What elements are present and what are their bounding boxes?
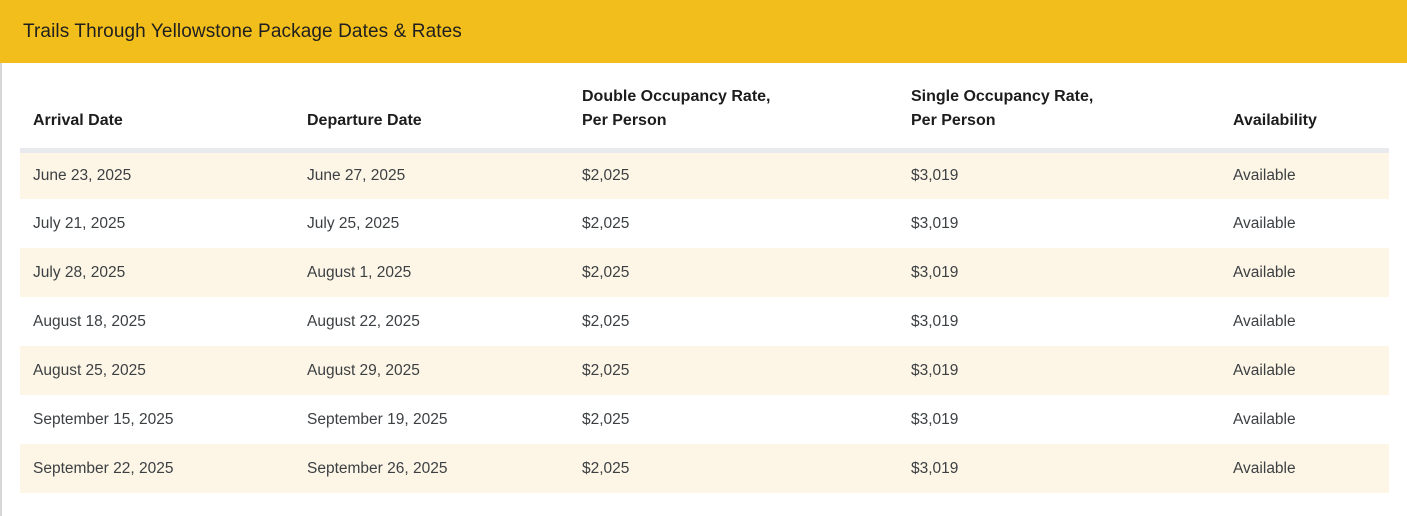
table-row: August 18, 2025 August 22, 2025 $2,025 $… — [20, 297, 1389, 346]
departure-date-cell: August 22, 2025 — [307, 312, 420, 330]
arrival-date-cell: July 28, 2025 — [33, 263, 126, 281]
availability-cell: Available — [1233, 361, 1296, 379]
availability-cell: Available — [1233, 459, 1296, 477]
table-row: July 21, 2025 July 25, 2025 $2,025 $3,01… — [20, 199, 1389, 248]
table-row: July 28, 2025 August 1, 2025 $2,025 $3,0… — [20, 248, 1389, 297]
double-rate-cell: $2,025 — [582, 312, 630, 330]
table-body: June 23, 2025 June 27, 2025 $2,025 $3,01… — [20, 150, 1389, 493]
double-rate-cell: $2,025 — [582, 459, 630, 477]
availability-cell: Available — [1233, 312, 1296, 330]
arrival-date-cell: August 25, 2025 — [33, 361, 146, 379]
availability-cell: Available — [1233, 263, 1296, 281]
departure-date-cell: August 29, 2025 — [307, 361, 420, 379]
rates-table: Arrival Date Departure Date Double Occup… — [20, 63, 1389, 493]
double-rate-cell: $2,025 — [582, 410, 630, 428]
availability-cell: Available — [1233, 410, 1296, 428]
arrival-date-cell: August 18, 2025 — [33, 312, 146, 330]
departure-date-cell: June 27, 2025 — [307, 166, 406, 184]
col-header-double-occupancy-rate: Double Occupancy Rate, Per Person — [569, 63, 898, 153]
single-rate-cell: $3,019 — [911, 410, 959, 428]
departure-date-cell: July 25, 2025 — [307, 214, 400, 232]
single-rate-cell: $3,019 — [911, 312, 959, 330]
col-header-availability: Availability — [1220, 63, 1389, 153]
arrival-date-cell: June 23, 2025 — [33, 166, 132, 184]
double-rate-cell: $2,025 — [582, 214, 630, 232]
arrival-date-cell: September 15, 2025 — [33, 410, 174, 428]
arrival-date-cell: September 22, 2025 — [33, 459, 174, 477]
arrival-date-cell: July 21, 2025 — [33, 214, 126, 232]
page-left-edge-divider — [0, 63, 2, 516]
title-bar: Trails Through Yellowstone Package Dates… — [0, 0, 1407, 63]
table-header-row: Arrival Date Departure Date Double Occup… — [20, 63, 1389, 153]
table-row: June 23, 2025 June 27, 2025 $2,025 $3,01… — [20, 150, 1389, 199]
single-rate-cell: $3,019 — [911, 263, 959, 281]
single-rate-cell: $3,019 — [911, 214, 959, 232]
col-header-arrival-date: Arrival Date — [20, 63, 294, 153]
availability-cell: Available — [1233, 214, 1296, 232]
page-title: Trails Through Yellowstone Package Dates… — [23, 21, 462, 42]
departure-date-cell: September 19, 2025 — [307, 410, 448, 428]
double-rate-cell: $2,025 — [582, 166, 630, 184]
departure-date-cell: August 1, 2025 — [307, 263, 412, 281]
double-rate-cell: $2,025 — [582, 361, 630, 379]
col-header-single-occupancy-rate: Single Occupancy Rate, Per Person — [898, 63, 1220, 153]
departure-date-cell: September 26, 2025 — [307, 459, 448, 477]
availability-cell: Available — [1233, 166, 1296, 184]
col-header-departure-date: Departure Date — [294, 63, 569, 153]
double-rate-cell: $2,025 — [582, 263, 630, 281]
single-rate-cell: $3,019 — [911, 166, 959, 184]
single-rate-cell: $3,019 — [911, 361, 959, 379]
table-row: August 25, 2025 August 29, 2025 $2,025 $… — [20, 346, 1389, 395]
table-row: September 22, 2025 September 26, 2025 $2… — [20, 444, 1389, 493]
table-row: September 15, 2025 September 19, 2025 $2… — [20, 395, 1389, 444]
single-rate-cell: $3,019 — [911, 459, 959, 477]
